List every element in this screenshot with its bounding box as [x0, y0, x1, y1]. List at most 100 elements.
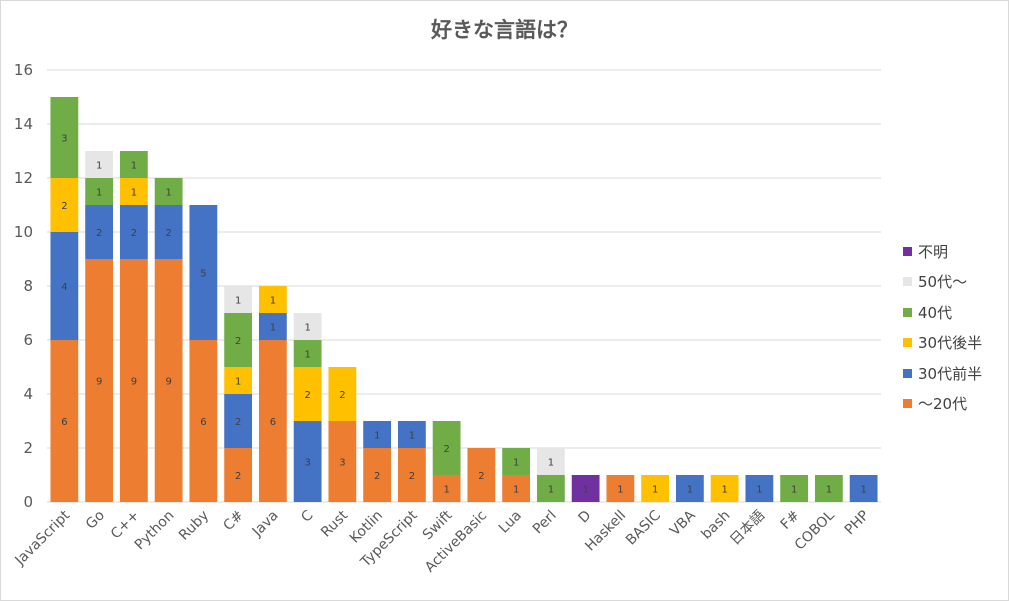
legend-entry: 〜20代: [903, 389, 982, 420]
x-tick-label: Go: [83, 508, 108, 533]
bar-segment: [50, 340, 79, 502]
legend-swatch: [903, 246, 912, 256]
data-label: 2: [235, 336, 241, 347]
bar-segment: [536, 448, 565, 475]
bar-segment: [224, 448, 253, 502]
bar-segment: [258, 286, 287, 313]
bar-segment: [154, 205, 183, 259]
data-label: 2: [165, 228, 171, 239]
bar-segment: [710, 475, 739, 502]
bar-segment: [293, 421, 322, 502]
data-label: 1: [96, 188, 102, 199]
bar-segment: [293, 313, 322, 340]
data-label: 6: [200, 417, 206, 428]
x-tick-label: PHP: [842, 508, 873, 539]
data-label: 1: [131, 161, 137, 172]
data-label: 1: [270, 296, 276, 307]
y-tick-label: 2: [23, 439, 33, 457]
data-label: 9: [96, 377, 102, 388]
data-label: 1: [756, 485, 762, 496]
data-label: 2: [131, 228, 137, 239]
bar-segment: [502, 475, 531, 502]
x-tick-label: Ruby: [176, 508, 212, 544]
bar-segment: [224, 313, 253, 367]
data-label: 3: [304, 458, 310, 469]
x-tick-label: Python: [132, 508, 178, 554]
legend-entry: 30代前半: [903, 358, 982, 389]
x-tick-label: Java: [249, 508, 282, 541]
bar-segment: [397, 448, 426, 502]
data-label: 2: [235, 417, 241, 428]
bar-segment: [224, 394, 253, 448]
data-label: 1: [304, 323, 310, 334]
data-label: 6: [61, 417, 67, 428]
data-label: 1: [304, 350, 310, 361]
bar-segment: [536, 475, 565, 502]
data-label: 1: [791, 485, 797, 496]
data-label: 1: [513, 485, 519, 496]
data-label: 1: [860, 485, 866, 496]
x-tick-label: COBOL: [792, 507, 838, 553]
bar-segment: [849, 475, 878, 502]
bar-segment: [189, 205, 218, 340]
chart-title: 好きな言語は？: [431, 18, 578, 42]
data-label: 2: [61, 201, 67, 212]
bar-segment: [119, 259, 148, 502]
bar-segment: [258, 340, 287, 502]
data-label: 2: [96, 228, 102, 239]
legend-swatch: [903, 307, 912, 317]
bar-segment: [119, 205, 148, 259]
bar-segment: [502, 448, 531, 475]
y-tick-label: 10: [14, 223, 33, 241]
bar-segment: [50, 178, 79, 232]
y-tick-label: 16: [14, 61, 33, 79]
bar-segment: [189, 340, 218, 502]
bar-segment: [119, 151, 148, 178]
legend-swatch: [903, 277, 912, 287]
bar-segment: [814, 475, 843, 502]
x-tick-label: C#: [220, 508, 247, 535]
bar-segment: [328, 367, 357, 421]
data-label: 9: [131, 377, 137, 388]
legend-label: 不明: [918, 242, 949, 261]
x-tick-label: BASIC: [623, 507, 664, 548]
legend: 不明 50代〜 40代 30代後半 30代前半 〜20代: [903, 236, 982, 419]
data-label: 1: [826, 485, 832, 496]
data-label: 1: [235, 296, 241, 307]
bar-segment: [780, 475, 809, 502]
data-label: 2: [478, 471, 484, 482]
y-tick-label: 14: [14, 115, 33, 133]
data-label: 1: [443, 485, 449, 496]
bar-segment: [745, 475, 774, 502]
data-label: 2: [443, 444, 449, 455]
data-label: 1: [582, 485, 588, 496]
data-label: 1: [270, 323, 276, 334]
x-tick-label: Lua: [496, 508, 525, 537]
bar-segment: [154, 259, 183, 502]
data-label: 3: [61, 134, 67, 145]
bar-segment: [293, 340, 322, 367]
x-tick-label: D: [576, 508, 595, 527]
data-label: 1: [96, 161, 102, 172]
data-label: 1: [548, 485, 554, 496]
y-tick-label: 4: [23, 385, 33, 403]
data-label: 1: [235, 377, 241, 388]
data-label: 1: [687, 485, 693, 496]
y-tick-label: 6: [23, 331, 33, 349]
data-label: 1: [409, 431, 415, 442]
legend-swatch: [903, 338, 912, 348]
bar-segment: [641, 475, 670, 502]
data-label: 1: [652, 485, 658, 496]
legend-entry: 30代後半: [903, 328, 982, 359]
data-label: 1: [131, 188, 137, 199]
data-label: 2: [409, 471, 415, 482]
bar-segment: [119, 178, 148, 205]
bar-segment: [85, 259, 114, 502]
x-tick-label: VBA: [667, 507, 699, 539]
bar-segment: [293, 367, 322, 421]
bar-segment: [363, 421, 392, 448]
data-label: 3: [339, 458, 345, 469]
legend-swatch: [903, 399, 912, 409]
legend-label: 40代: [918, 303, 953, 322]
